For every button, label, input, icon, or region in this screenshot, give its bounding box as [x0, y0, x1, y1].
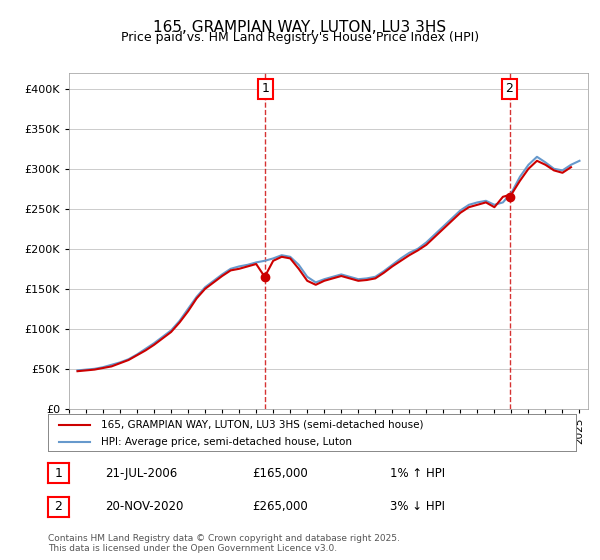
Text: HPI: Average price, semi-detached house, Luton: HPI: Average price, semi-detached house,…	[101, 437, 352, 447]
Text: 3% ↓ HPI: 3% ↓ HPI	[390, 500, 445, 514]
Text: 1: 1	[262, 82, 269, 95]
Text: Price paid vs. HM Land Registry's House Price Index (HPI): Price paid vs. HM Land Registry's House …	[121, 31, 479, 44]
Text: £265,000: £265,000	[252, 500, 308, 514]
Text: 165, GRAMPIAN WAY, LUTON, LU3 3HS: 165, GRAMPIAN WAY, LUTON, LU3 3HS	[154, 20, 446, 35]
Text: £165,000: £165,000	[252, 466, 308, 480]
Text: 1% ↑ HPI: 1% ↑ HPI	[390, 466, 445, 480]
Text: 21-JUL-2006: 21-JUL-2006	[105, 466, 177, 480]
Text: 20-NOV-2020: 20-NOV-2020	[105, 500, 184, 514]
Text: 165, GRAMPIAN WAY, LUTON, LU3 3HS (semi-detached house): 165, GRAMPIAN WAY, LUTON, LU3 3HS (semi-…	[101, 419, 424, 430]
Text: 2: 2	[506, 82, 514, 95]
Text: 1: 1	[55, 466, 62, 480]
Text: 2: 2	[55, 500, 62, 514]
Text: Contains HM Land Registry data © Crown copyright and database right 2025.
This d: Contains HM Land Registry data © Crown c…	[48, 534, 400, 553]
